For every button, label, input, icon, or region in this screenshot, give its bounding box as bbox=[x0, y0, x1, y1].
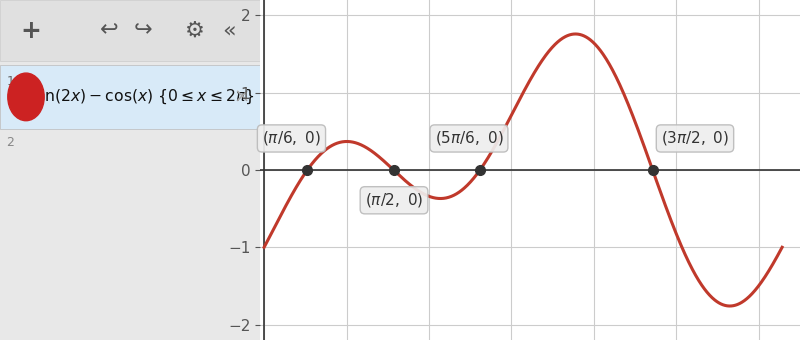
FancyBboxPatch shape bbox=[0, 0, 260, 61]
Text: +: + bbox=[21, 19, 42, 42]
Text: 2: 2 bbox=[6, 136, 14, 149]
Text: ↩: ↩ bbox=[100, 21, 118, 40]
Text: ×: × bbox=[234, 87, 250, 106]
Text: $(\pi/2,\ 0)$: $(\pi/2,\ 0)$ bbox=[365, 191, 423, 209]
Text: $(5\pi/6,\ 0)$: $(5\pi/6,\ 0)$ bbox=[434, 130, 503, 148]
FancyBboxPatch shape bbox=[0, 65, 260, 129]
Text: $\sin(2x)-\cos(x)\ \{0 \leq x \leq 2\pi\}$: $\sin(2x)-\cos(x)\ \{0 \leq x \leq 2\pi\… bbox=[32, 88, 254, 106]
Text: «: « bbox=[222, 21, 236, 40]
Text: ~: ~ bbox=[19, 88, 33, 106]
Text: ⚙: ⚙ bbox=[185, 21, 205, 40]
Text: 1: 1 bbox=[6, 75, 14, 88]
Text: ↪: ↪ bbox=[134, 21, 152, 40]
Text: $(3\pi/2,\ 0)$: $(3\pi/2,\ 0)$ bbox=[661, 130, 729, 148]
Text: $(\pi/6,\ 0)$: $(\pi/6,\ 0)$ bbox=[262, 130, 321, 148]
Circle shape bbox=[8, 73, 44, 121]
